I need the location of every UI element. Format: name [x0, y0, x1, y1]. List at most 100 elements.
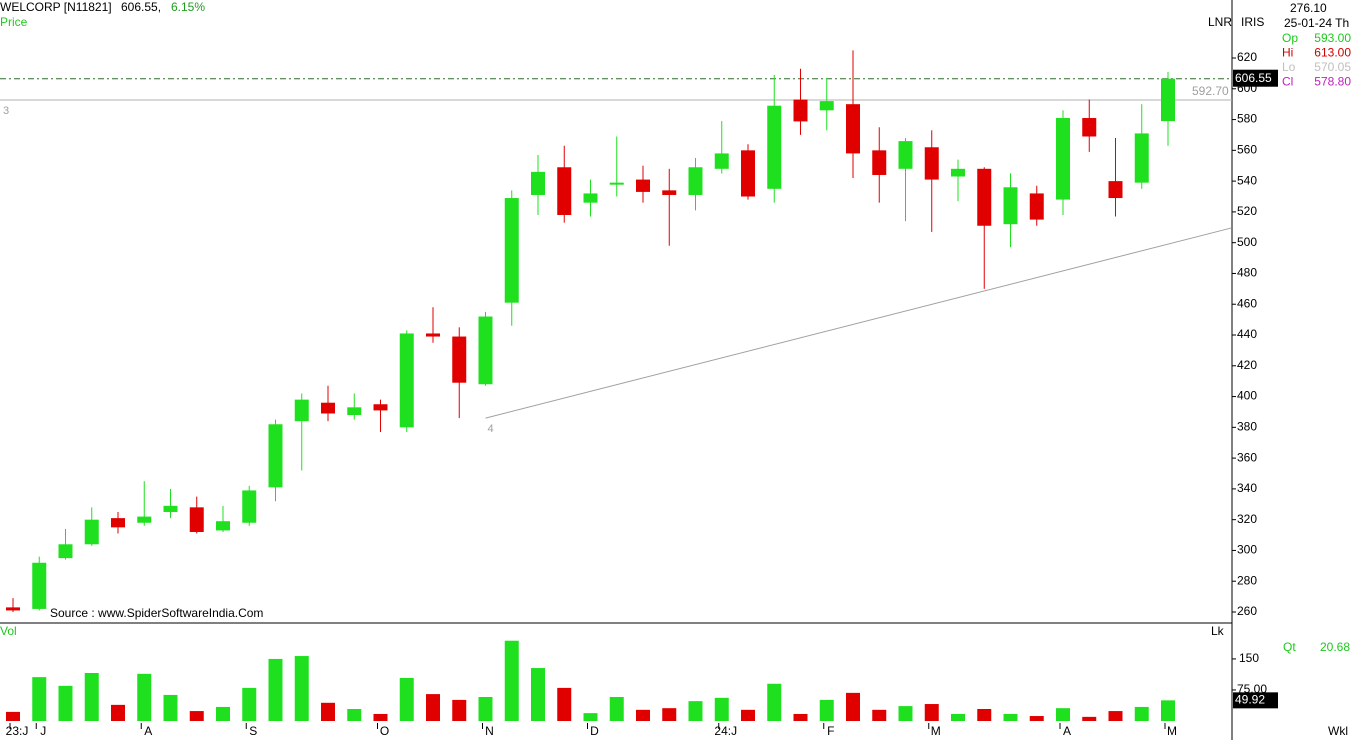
- candle-body: [189, 507, 204, 532]
- candle-body: [373, 404, 388, 411]
- vol-box-label: 49.92: [1235, 693, 1265, 707]
- candle-body: [84, 519, 99, 545]
- candle-body: [714, 153, 729, 169]
- volume-bar: [793, 713, 808, 721]
- candle-body: [216, 521, 230, 531]
- info-value: 276.10: [1290, 1, 1327, 15]
- candle-body: [1161, 78, 1175, 122]
- volume-bar: [819, 699, 834, 721]
- volume-bar: [1029, 716, 1044, 721]
- x-tick-label: S: [249, 724, 257, 738]
- candle-body: [636, 179, 650, 192]
- volume-bar: [347, 709, 362, 721]
- volume-bar: [1082, 716, 1097, 721]
- y-tick-label: 360: [1237, 450, 1257, 464]
- qt-value: 20.68: [1320, 640, 1350, 654]
- candle-body: [662, 190, 677, 195]
- x-tick-label: O: [380, 724, 389, 738]
- x-tick-label: J: [40, 724, 46, 738]
- volume-bar: [1056, 708, 1070, 721]
- volume-bar: [1161, 700, 1175, 721]
- volume-bar: [1134, 706, 1149, 721]
- candle-body: [767, 105, 782, 189]
- volume-bar: [242, 687, 257, 721]
- candle-body: [793, 99, 808, 122]
- indicator: LNR: [1208, 15, 1232, 29]
- y-tick-label: 320: [1237, 512, 1257, 526]
- candle-body: [1003, 187, 1018, 225]
- volume-bar: [898, 706, 913, 721]
- vol-label: Vol: [0, 624, 17, 638]
- panel-label: Price: [0, 15, 28, 29]
- candle-body: [426, 333, 440, 337]
- candle-body: [977, 168, 992, 226]
- volume-bar: [977, 709, 992, 721]
- y-tick-label: 420: [1237, 358, 1257, 372]
- y-tick-label: 260: [1237, 604, 1257, 618]
- info-date: 25-01-24 Th: [1284, 16, 1349, 30]
- volume-bar: [767, 683, 782, 721]
- volume-bar: [714, 697, 729, 721]
- x-tick-label: 24:J: [714, 724, 737, 738]
- volume-bar: [452, 699, 467, 721]
- volume-bar: [426, 694, 440, 721]
- info-label: Hi: [1282, 46, 1293, 60]
- volume-bar: [951, 713, 965, 721]
- candle-body: [1108, 181, 1123, 199]
- candle-body: [688, 167, 703, 195]
- volume-bar: [163, 694, 178, 721]
- volume-bar: [58, 685, 73, 721]
- y-tick-label: 560: [1237, 143, 1257, 157]
- info-value: 593.00: [1314, 31, 1351, 45]
- x-tick-label: M: [931, 724, 941, 738]
- candle-body: [846, 104, 860, 154]
- volume-bar: [399, 677, 414, 721]
- volume-bar: [531, 668, 545, 721]
- candle-body: [242, 490, 257, 523]
- info-value: 578.80: [1314, 75, 1351, 89]
- candle-body: [478, 316, 493, 385]
- volume-bar: [583, 713, 598, 721]
- y-tick-label: 500: [1237, 235, 1257, 249]
- y-tick-label: 480: [1237, 266, 1257, 280]
- volume-bar: [32, 677, 47, 721]
- candle-body: [163, 505, 178, 512]
- volume-bar: [111, 704, 125, 721]
- volume-bar: [1003, 713, 1018, 721]
- x-tick-label: N: [485, 724, 494, 738]
- candle-body: [504, 198, 519, 303]
- hline-value: 592.70: [1192, 84, 1229, 98]
- y-tick-label: 460: [1237, 296, 1257, 310]
- candle-body: [321, 402, 335, 414]
- volume-bar: [872, 709, 887, 721]
- x-tick-label: A: [1063, 724, 1071, 738]
- volume-bar: [137, 673, 152, 721]
- candle-body: [583, 193, 598, 203]
- volume-bar: [216, 706, 230, 721]
- candle-body: [1029, 193, 1044, 220]
- volume-bar: [373, 713, 388, 721]
- y-tick-label: 280: [1237, 573, 1257, 587]
- vol-box: [1233, 692, 1278, 709]
- candle-body: [268, 424, 283, 488]
- candle-body: [872, 150, 887, 175]
- price-box: [1233, 69, 1278, 87]
- indicator: IRIS: [1241, 15, 1264, 29]
- candle-body: [898, 141, 913, 169]
- volume-bar: [688, 701, 703, 721]
- change: 6.15%: [171, 0, 205, 14]
- candle-body: [111, 518, 125, 528]
- candle-body: [58, 544, 73, 559]
- qt-label: Qt: [1283, 640, 1296, 654]
- price-box-label: 606.55: [1235, 71, 1272, 85]
- candle-body: [399, 333, 414, 428]
- trendline: [485, 227, 1232, 419]
- x-tick-label: D: [590, 724, 599, 738]
- candle-body: [1082, 118, 1097, 137]
- volume-bar: [741, 709, 755, 721]
- volume-bar: [268, 658, 283, 721]
- chart-title: WELCORP [N11821]: [0, 0, 112, 14]
- x-tick-label: A: [144, 724, 152, 738]
- volume-bar: [478, 697, 493, 721]
- x-tick-label: F: [827, 724, 834, 738]
